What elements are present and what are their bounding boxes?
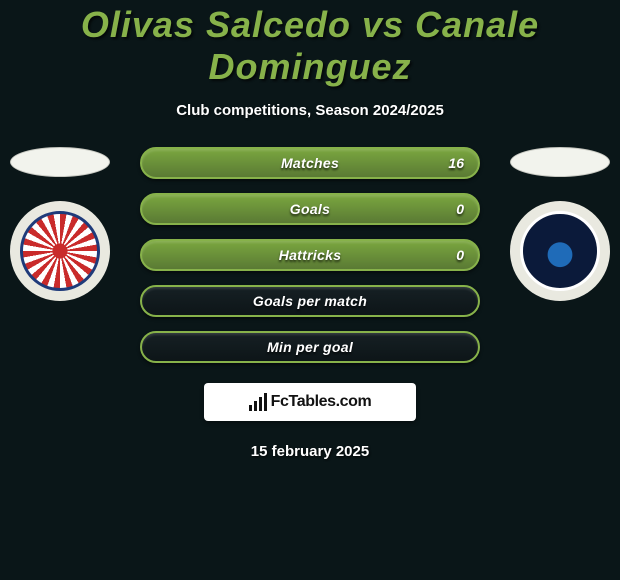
stat-label: Min per goal	[267, 339, 353, 355]
left-team-crest	[10, 201, 110, 301]
branding-bars-icon	[249, 393, 267, 411]
right-team-crest	[510, 201, 610, 301]
stat-bar-goals-per-match: Goals per match	[140, 285, 480, 317]
page-subtitle: Club competitions, Season 2024/2025	[0, 102, 620, 119]
stat-value: 0	[456, 201, 464, 217]
footer-date: 15 february 2025	[0, 443, 620, 460]
stat-value: 0	[456, 247, 464, 263]
stat-bar-goals: Goals 0	[140, 193, 480, 225]
left-team-column	[0, 147, 120, 301]
stat-bar-hattricks: Hattricks 0	[140, 239, 480, 271]
stat-bar-min-per-goal: Min per goal	[140, 331, 480, 363]
comparison-content: Matches 16 Goals 0 Hattricks 0 Goals per…	[0, 147, 620, 460]
left-player-placeholder	[10, 147, 110, 177]
branding-box: FcTables.com	[204, 383, 416, 421]
branding-text: FcTables.com	[271, 393, 372, 411]
stat-label: Hattricks	[279, 247, 342, 263]
stat-label: Goals	[290, 201, 330, 217]
stat-bars: Matches 16 Goals 0 Hattricks 0 Goals per…	[140, 147, 480, 363]
right-team-column	[500, 147, 620, 301]
stat-bar-matches: Matches 16	[140, 147, 480, 179]
stat-value: 16	[448, 155, 464, 171]
stat-label: Goals per match	[253, 293, 367, 309]
page-title: Olivas Salcedo vs Canale Dominguez	[0, 0, 620, 88]
right-player-placeholder	[510, 147, 610, 177]
stat-label: Matches	[281, 155, 339, 171]
